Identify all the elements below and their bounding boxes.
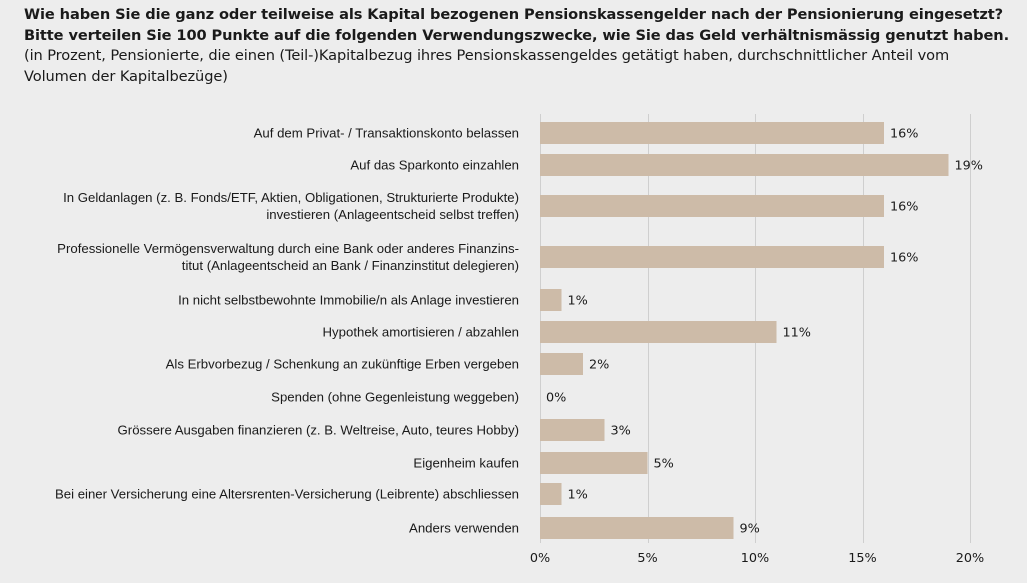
bar-value-label: 1% [568,294,588,309]
x-tick-label: 0% [530,551,550,566]
question-note: (in Prozent, Pensionierte, die einen (Te… [24,47,950,85]
x-tick-label: 5% [637,551,657,566]
category-label: In Geldanlagen (z. B. Fonds/ETF, Aktien,… [63,190,519,222]
category-label-line: Bei einer Versicherung eine Altersrenten… [55,487,519,502]
category-label-line: In Geldanlagen (z. B. Fonds/ETF, Aktien,… [63,190,519,205]
bar [540,321,777,343]
category-label: Hypothek amortisieren / abzahlen [323,325,519,340]
x-tick-label: 10% [741,551,769,566]
bar [540,483,562,505]
category-label-line: Eigenheim kaufen [413,456,519,471]
category-label-line: Anders verwenden [409,521,519,536]
bar [540,154,949,176]
bar-value-label: 16% [890,251,918,266]
category-label-line: Hypothek amortisieren / abzahlen [323,325,519,340]
x-axis-ticks: 0% 5% 10% 15% 20% [530,551,984,566]
category-label: Professionelle Vermögensverwaltung durch… [57,241,519,273]
bar [540,452,648,474]
category-label: Auf dem Privat- / Transaktionskonto bela… [254,126,519,141]
bar [540,419,605,441]
bar-value-label: 19% [955,159,983,174]
bar [540,353,583,375]
category-label-line: Grössere Ausgaben finanzieren (z. B. Wel… [118,423,519,438]
category-label-line: investieren (Anlageentscheid selbst tref… [266,207,519,222]
bar [540,517,734,539]
bar-value-label: 5% [654,457,674,472]
question-text: Wie haben Sie die ganz oder teilweise al… [24,6,1010,44]
bar-value-label: 0% [546,391,566,406]
category-label: Anders verwenden [409,521,519,536]
category-label: Spenden (ohne Gegenleistung weggeben) [271,390,519,405]
category-label-line: Spenden (ohne Gegenleistung weggeben) [271,390,519,405]
bar [540,122,884,144]
value-labels: 16% 19% 16% 16% 1% 11% 2% 0% 3% 5% 1% 9% [546,127,983,537]
category-label: Auf das Sparkonto einzahlen [350,158,519,173]
bar-value-label: 2% [589,358,609,373]
bar-value-label: 9% [740,522,760,537]
category-label: Bei einer Versicherung eine Altersrenten… [55,487,519,502]
bars [540,122,949,539]
category-label-line: Auf dem Privat- / Transaktionskonto bela… [254,126,519,141]
bar [540,246,884,268]
chart-title: Wie haben Sie die ganz oder teilweise al… [24,5,1014,87]
bar-value-label: 11% [783,326,811,341]
category-label: Eigenheim kaufen [413,456,519,471]
bar-value-label: 3% [611,424,631,439]
category-label: In nicht selbstbewohnte Immobilie/n als … [178,293,519,308]
category-label: Als Erbvorbezug / Schenkung an zukünftig… [166,357,519,372]
x-tick-label: 20% [956,551,984,566]
category-label: Grössere Ausgaben finanzieren (z. B. Wel… [118,423,519,438]
category-label-line: In nicht selbstbewohnte Immobilie/n als … [178,293,519,308]
x-tick-label: 15% [848,551,876,566]
bar [540,195,884,217]
category-label-line: Als Erbvorbezug / Schenkung an zukünftig… [166,357,519,372]
bar [540,289,562,311]
category-label-line: Auf das Sparkonto einzahlen [350,158,519,173]
bar-value-label: 1% [568,488,588,503]
category-label-line: titut (Anlageentscheid an Bank / Finanzi… [182,258,519,273]
category-labels: Auf dem Privat- / Transaktionskonto bela… [55,126,519,536]
bar-value-label: 16% [890,200,918,215]
bar-value-label: 16% [890,127,918,142]
category-label-line: Professionelle Vermögensverwaltung durch… [57,241,519,256]
